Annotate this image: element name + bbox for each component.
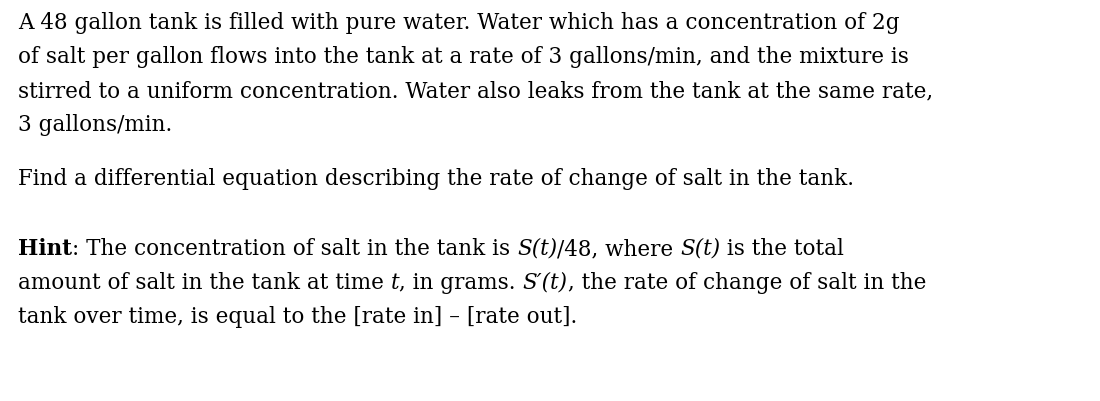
Text: Find a differential equation describing the rate of change of salt in the tank.: Find a differential equation describing … [18,168,854,190]
Text: S(t): S(t) [680,237,720,259]
Text: stirred to a uniform concentration. Water also leaks from the tank at the same r: stirred to a uniform concentration. Wate… [18,80,933,102]
Text: of salt per gallon flows into the tank at a rate of 3 gallons/min, and the mixtu: of salt per gallon flows into the tank a… [18,46,909,68]
Text: 3 gallons/min.: 3 gallons/min. [18,114,173,136]
Text: /48, where: /48, where [557,237,680,259]
Text: tank over time, is equal to the [rate in] – [rate out].: tank over time, is equal to the [rate in… [18,305,578,327]
Text: S′(t): S′(t) [522,271,568,293]
Text: Hint: Hint [18,237,72,259]
Text: t: t [390,271,399,293]
Text: amount of salt in the tank at time: amount of salt in the tank at time [18,271,390,293]
Text: : The concentration of salt in the tank is: : The concentration of salt in the tank … [72,237,517,259]
Text: , in grams.: , in grams. [399,271,522,293]
Text: is the total: is the total [720,237,844,259]
Text: , the rate of change of salt in the: , the rate of change of salt in the [568,271,926,293]
Text: A 48 gallon tank is filled with pure water. Water which has a concentration of 2: A 48 gallon tank is filled with pure wat… [18,12,900,34]
Text: S(t): S(t) [517,237,557,259]
